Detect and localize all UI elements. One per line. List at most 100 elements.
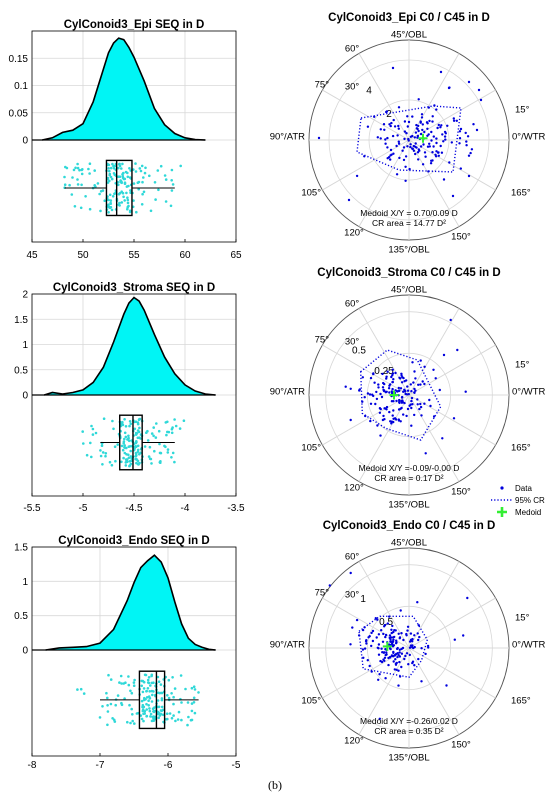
panel-title: CylConoid3_Stroma SEQ in D (53, 282, 215, 294)
jitter-point (124, 170, 128, 174)
jitter-point (104, 452, 108, 455)
jitter-point (129, 721, 132, 725)
y-tick-label: 1 (22, 340, 28, 351)
legend: Data 95% CR Medoid (489, 480, 549, 520)
jitter-point (171, 676, 174, 679)
jitter-point (106, 704, 109, 707)
data-point (399, 387, 403, 390)
data-point (381, 372, 384, 376)
data-point (423, 130, 426, 134)
data-point (408, 640, 412, 643)
data-point (377, 383, 380, 386)
jitter-point (76, 166, 80, 170)
jitter-point (116, 443, 119, 446)
jitter-point (154, 198, 157, 201)
jitter-point (109, 199, 113, 202)
data-point (365, 642, 368, 645)
jitter-point (106, 723, 109, 727)
jitter-point (184, 687, 187, 691)
jitter-point (90, 424, 93, 428)
data-point (380, 395, 384, 399)
jitter-point (112, 164, 115, 168)
jitter-point (159, 691, 163, 695)
data-point (431, 151, 434, 154)
data-point (419, 383, 422, 386)
medoid-marker (418, 133, 428, 143)
data-point (390, 153, 393, 156)
data-point (402, 158, 406, 162)
data-point (377, 643, 381, 646)
jitter-point (150, 432, 154, 435)
jitter-point (150, 681, 154, 685)
jitter-point (156, 675, 160, 679)
jitter-point (140, 717, 144, 721)
data-point (417, 383, 420, 386)
data-point (370, 670, 373, 673)
jitter-point (102, 417, 106, 421)
data-point (396, 646, 399, 650)
data-point (379, 407, 382, 411)
jitter-point (170, 716, 174, 720)
jitter-point (152, 710, 156, 714)
data-point (383, 407, 386, 410)
data-point-outlier (451, 194, 455, 198)
legend-data-marker (500, 486, 504, 490)
jitter-point (138, 426, 141, 430)
data-point (402, 146, 406, 149)
data-point (387, 156, 391, 159)
data-point (413, 664, 416, 667)
jitter-point (150, 700, 154, 703)
jitter-point (158, 442, 161, 446)
data-point (405, 132, 408, 135)
angle-label: 75° (315, 335, 330, 346)
data-point (392, 118, 395, 122)
angle-label: 120° (344, 228, 364, 239)
jitter-point (134, 445, 138, 449)
data-point (435, 108, 438, 111)
jitter-point (192, 701, 196, 704)
angle-label: 105° (301, 443, 321, 454)
polar-panel-stroma_polar: CylConoid3_Stroma C0 / C45 in D 0.25 0.5 0°… (270, 267, 549, 520)
jitter-point (117, 163, 121, 166)
legend-box (489, 480, 549, 520)
data-point (416, 151, 420, 154)
data-point (377, 386, 380, 389)
density-panel-epi_seq: CylConoid3_Epi SEQ in D 0 0.05 0.1 0.15 45 50 5… (9, 19, 242, 261)
data-point (385, 110, 388, 114)
jitter-point (179, 674, 183, 677)
data-point (411, 361, 414, 364)
x-tick-label: -6 (164, 760, 173, 771)
jitter-point (127, 445, 131, 449)
jitter-point (131, 713, 134, 716)
jitter-point (182, 419, 186, 423)
x-tick-label: -8 (28, 760, 37, 771)
data-point (404, 179, 407, 182)
radial-tick-label: 0.5 (379, 617, 393, 628)
data-point (382, 651, 386, 654)
confidence-region (358, 615, 429, 678)
jitter-point (126, 196, 129, 199)
jitter-point (174, 424, 178, 428)
jitter-point (156, 699, 160, 702)
jitter-point (104, 454, 107, 458)
jitter-point (118, 204, 121, 207)
data-point (423, 365, 426, 368)
data-point (420, 647, 423, 650)
jitter-point (186, 701, 190, 704)
jitter-point (136, 462, 140, 466)
jitter-point (160, 709, 163, 713)
data-point (430, 139, 433, 142)
jitter-point (80, 183, 83, 187)
data-point (410, 390, 413, 393)
jitter-point (187, 715, 190, 719)
data-point (398, 398, 401, 402)
jitter-point (159, 460, 162, 463)
data-point (437, 151, 440, 154)
data-point (414, 377, 417, 380)
jitter-point (87, 167, 90, 171)
data-point (431, 115, 434, 118)
angle-label: 75° (315, 588, 330, 599)
data-point (443, 130, 447, 134)
data-point (410, 399, 413, 403)
jitter-point (138, 167, 142, 170)
